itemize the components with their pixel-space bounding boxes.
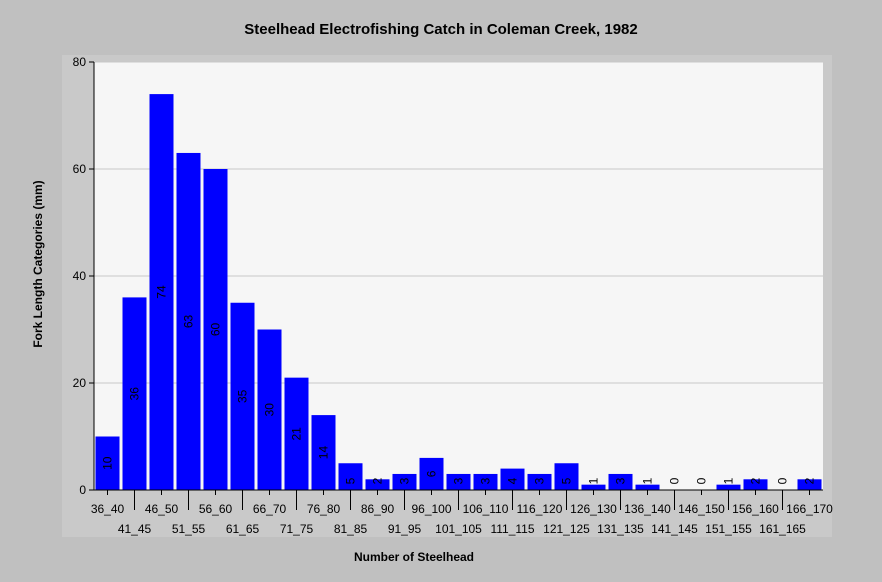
axes — [89, 61, 823, 510]
x-tick-label: 156_160 — [732, 502, 779, 516]
x-tick-label: 56_60 — [199, 502, 233, 516]
data-label: 0 — [695, 477, 709, 484]
bar — [257, 329, 282, 490]
data-label: 30 — [263, 403, 277, 417]
data-label: 63 — [182, 314, 196, 328]
bar — [176, 152, 201, 490]
bar — [473, 473, 498, 490]
x-tick-label: 51_55 — [172, 522, 206, 536]
bars — [95, 94, 822, 490]
data-label: 10 — [101, 456, 115, 470]
x-tick-labels: 36_40 41_45 46_50 51_55 56_60 61_65 66_70 71_75… — [91, 502, 833, 536]
x-tick-label: 126_130 — [570, 502, 617, 516]
data-label: 1 — [641, 477, 655, 484]
bar — [392, 473, 417, 490]
x-tick-label: 76_80 — [307, 502, 341, 516]
data-label: 0 — [776, 477, 790, 484]
bar — [338, 463, 363, 490]
bar — [527, 473, 552, 490]
x-tick-label: 166_170 — [786, 502, 833, 516]
data-label: 2 — [803, 477, 817, 484]
bar — [230, 302, 255, 490]
x-tick-label: 146_150 — [678, 502, 725, 516]
bar — [95, 436, 120, 490]
bar — [311, 415, 336, 490]
data-label: 0 — [668, 477, 682, 484]
data-label: 1 — [587, 477, 601, 484]
bar — [581, 484, 606, 490]
data-label: 3 — [614, 477, 628, 484]
data-label: 2 — [749, 477, 763, 484]
data-label: 3 — [398, 477, 412, 484]
bar — [365, 479, 390, 490]
x-tick-label: 136_140 — [624, 502, 671, 516]
y-tick-labels: 0 20 40 60 80 — [73, 55, 87, 497]
data-label: 6 — [425, 470, 439, 477]
y-tick-label: 0 — [79, 483, 86, 497]
y-tick-label: 40 — [73, 269, 87, 283]
data-label: 3 — [479, 477, 493, 484]
data-label: 36 — [128, 387, 142, 401]
bar — [284, 377, 309, 490]
bar — [554, 463, 579, 490]
x-tick-label: 111_115 — [490, 522, 534, 536]
bar — [149, 94, 174, 490]
y-tick-label: 80 — [73, 55, 87, 69]
x-tick-label: 116_120 — [517, 502, 563, 516]
x-tick-label: 41_45 — [118, 522, 152, 536]
data-label: 60 — [209, 323, 223, 337]
data-label: 3 — [533, 477, 547, 484]
bar — [419, 457, 444, 490]
bar — [446, 473, 471, 490]
bar — [716, 484, 741, 490]
data-label: 74 — [155, 285, 169, 299]
bar — [500, 468, 525, 490]
x-tick-label: 81_85 — [334, 522, 368, 536]
x-tick-label: 141_145 — [651, 522, 698, 536]
bar — [635, 484, 660, 490]
x-tick-label: 71_75 — [280, 522, 314, 536]
y-tick-label: 20 — [73, 376, 87, 390]
data-label: 21 — [290, 427, 304, 441]
chart-title: Steelhead Electrofishing Catch in Colema… — [244, 21, 637, 38]
data-label: 14 — [317, 446, 331, 460]
data-label: 2 — [371, 477, 385, 484]
x-tick-label: 161_165 — [759, 522, 806, 536]
x-tick-label: 46_50 — [145, 502, 179, 516]
bar — [797, 479, 822, 490]
x-tick-label: 96_100 — [411, 502, 451, 516]
x-tick-label: 61_65 — [226, 522, 260, 536]
x-tick-label: 86_90 — [361, 502, 395, 516]
data-label: 1 — [722, 477, 736, 484]
x-tick-label: 101_105 — [435, 522, 482, 536]
bar — [743, 479, 768, 490]
data-label: 3 — [452, 477, 466, 484]
data-label: 5 — [560, 477, 574, 484]
bar — [203, 169, 228, 490]
data-label: 4 — [506, 477, 520, 484]
bar — [608, 473, 633, 490]
data-label: 35 — [236, 389, 250, 403]
x-tick-label: 151_155 — [705, 522, 752, 536]
bar — [122, 297, 147, 490]
y-axis-title: Fork Length Categories (mm) — [31, 180, 45, 347]
x-tick-label: 66_70 — [253, 502, 287, 516]
y-tick-label: 60 — [73, 162, 87, 176]
x-tick-label: 36_40 — [91, 502, 125, 516]
data-label: 5 — [344, 477, 358, 484]
x-tick-label: 131_135 — [597, 522, 644, 536]
x-tick-label: 121_125 — [543, 522, 590, 536]
x-tick-label: 91_95 — [388, 522, 422, 536]
x-tick-label: 106_110 — [463, 502, 509, 516]
x-axis-title: Number of Steelhead — [354, 550, 474, 564]
